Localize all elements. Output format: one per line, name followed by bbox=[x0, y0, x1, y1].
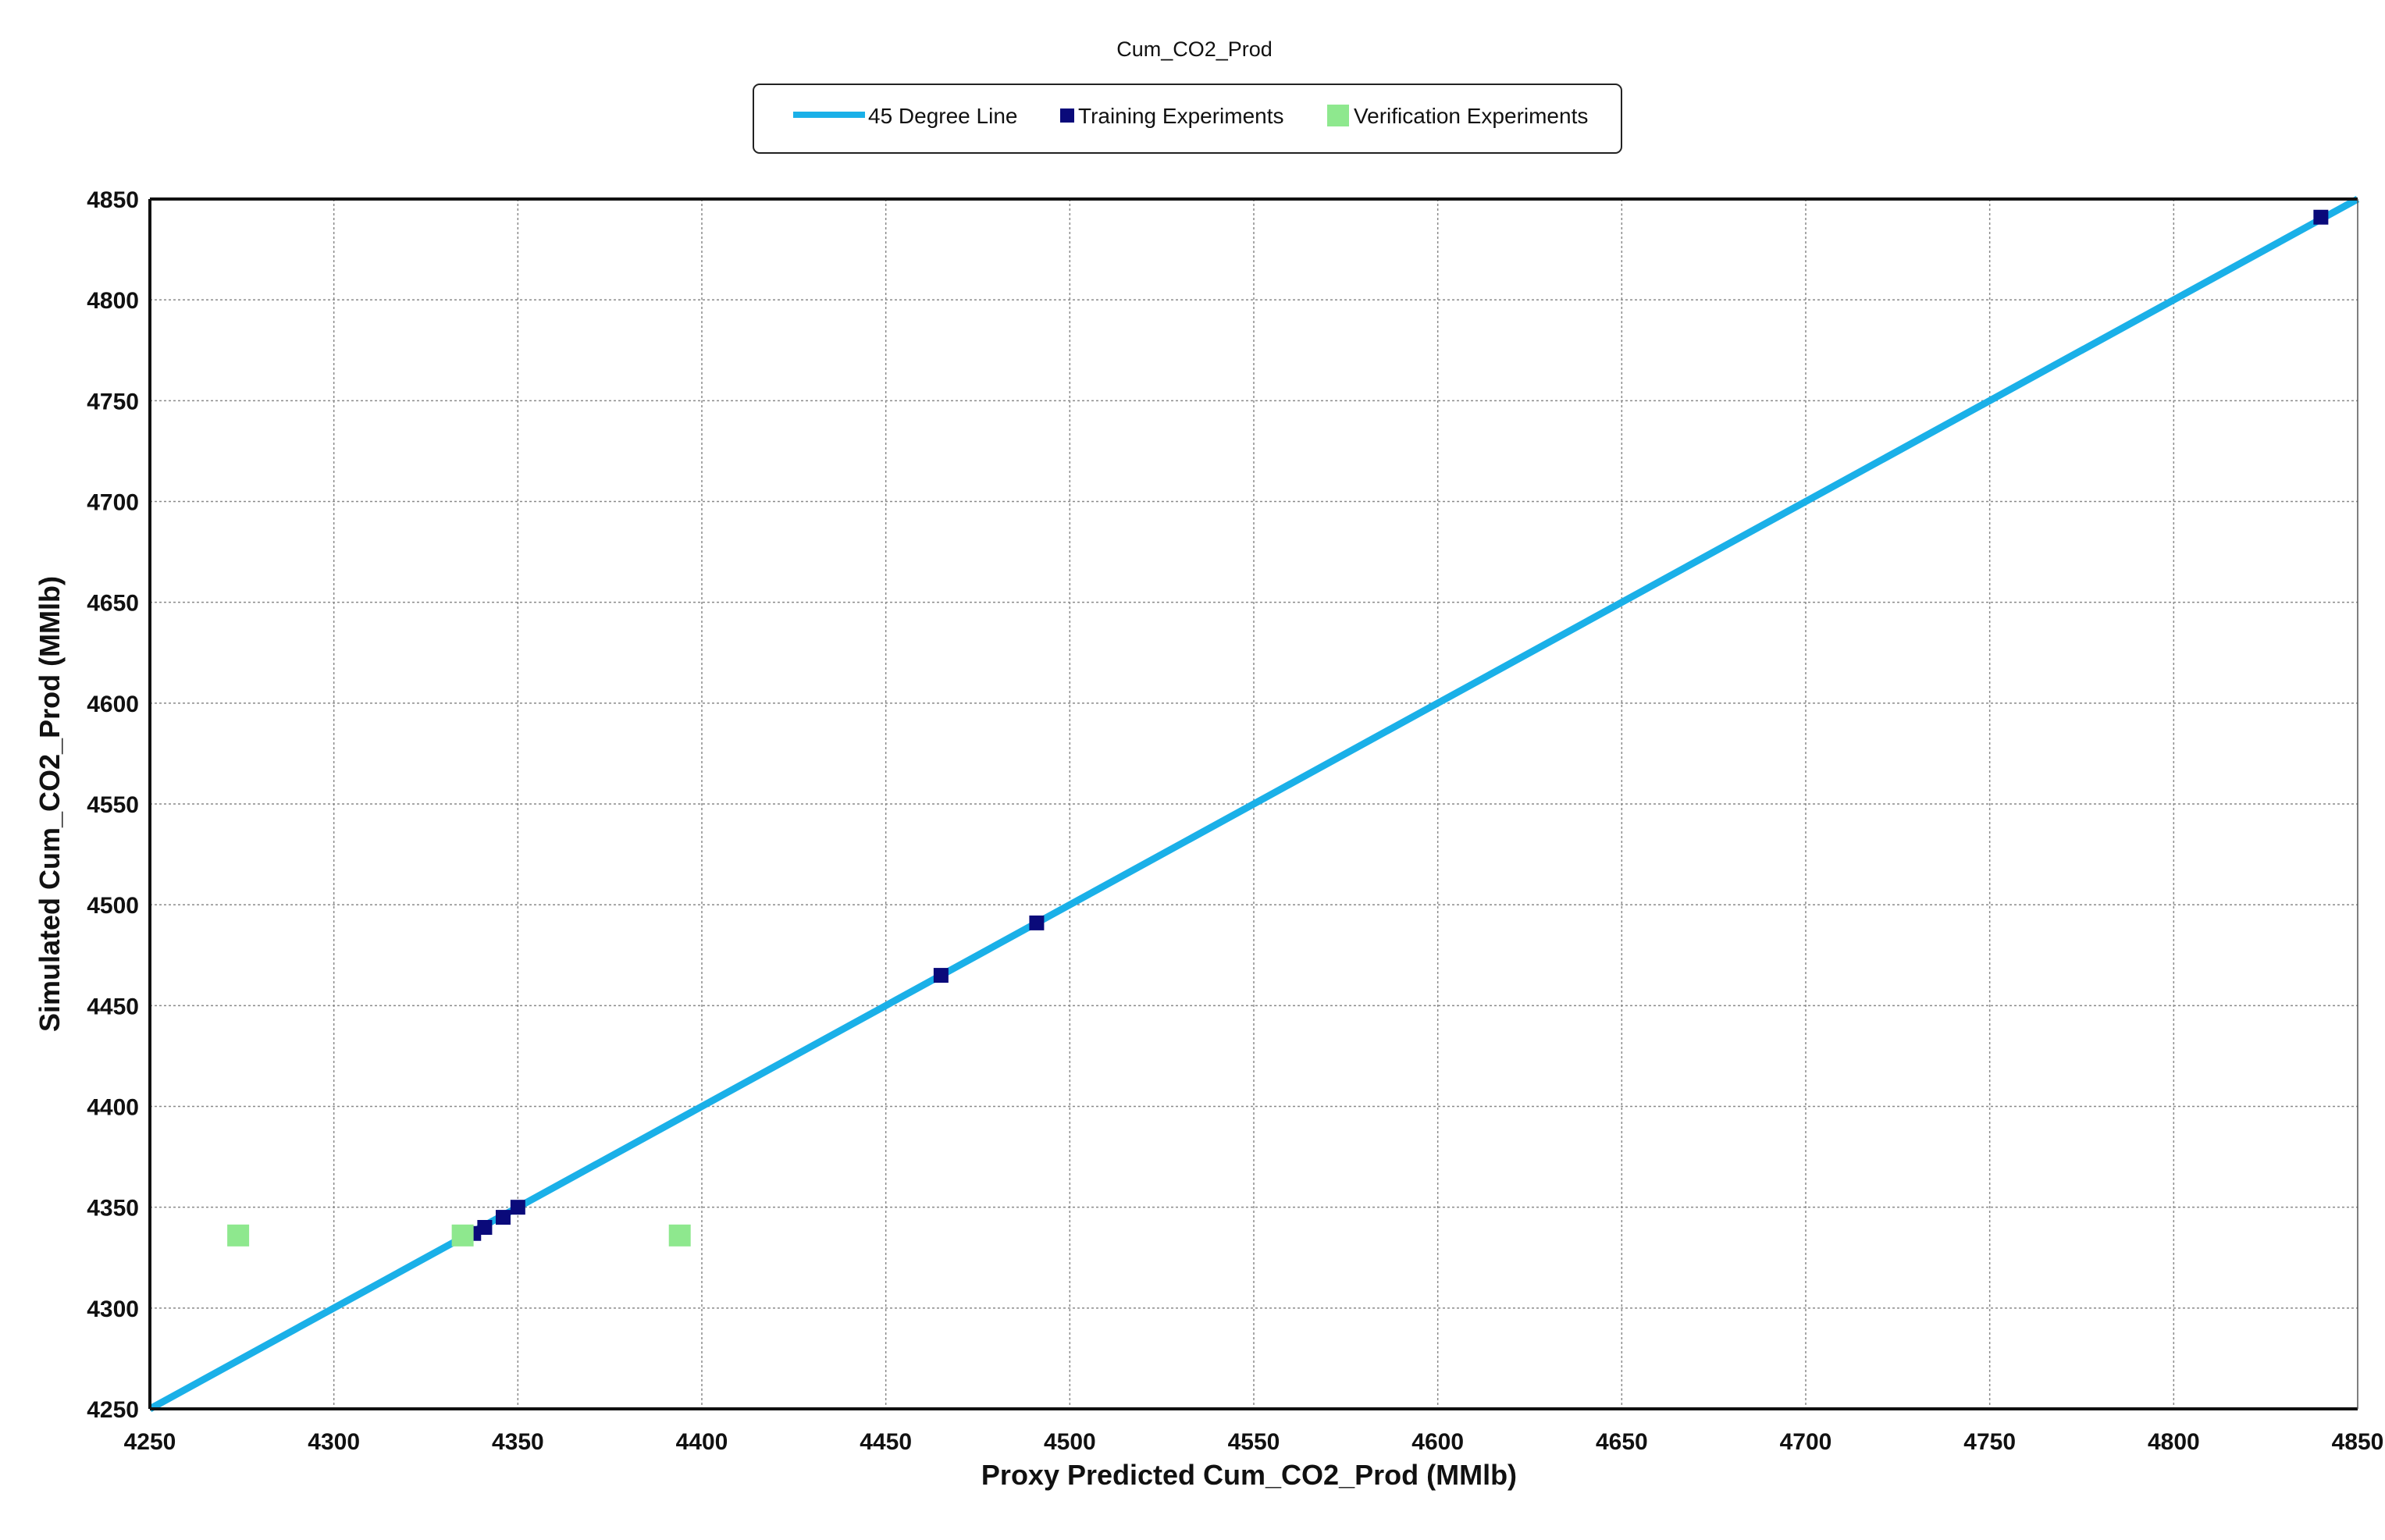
x-tick-label: 4850 bbox=[2332, 1429, 2384, 1455]
x-tick-label: 4250 bbox=[124, 1429, 176, 1455]
y-tick-label: 4800 bbox=[87, 288, 139, 314]
y-tick-label: 4300 bbox=[87, 1296, 139, 1322]
y-axis-ticks: 4250 4300 4350 4400 4450 4500 4550 4600 4650 4700… bbox=[87, 187, 139, 1423]
x-tick-label: 4700 bbox=[1780, 1429, 1832, 1455]
y-tick-label: 4600 bbox=[87, 692, 139, 717]
y-tick-label: 4750 bbox=[87, 389, 139, 414]
training-point bbox=[1029, 915, 1045, 930]
training-point bbox=[933, 968, 949, 983]
chart-title: Cum_CO2_Prod bbox=[1116, 37, 1273, 61]
y-tick-label: 4400 bbox=[87, 1095, 139, 1121]
training-point bbox=[510, 1200, 525, 1215]
axes bbox=[148, 197, 2358, 1410]
legend-box bbox=[753, 84, 1622, 154]
x-tick-label: 4600 bbox=[1411, 1429, 1464, 1455]
x-tick-label: 4500 bbox=[1044, 1429, 1096, 1455]
y-tick-label: 4450 bbox=[87, 994, 139, 1019]
verification-point bbox=[451, 1224, 474, 1247]
y-tick-label: 4550 bbox=[87, 792, 139, 818]
x-tick-label: 4750 bbox=[1963, 1429, 2016, 1455]
x-axis-title: Proxy Predicted Cum_CO2_Prod (MMlb) bbox=[981, 1459, 1517, 1491]
legend: 45 Degree Line Training Experiments Verifi… bbox=[753, 84, 1622, 154]
x-tick-label: 4450 bbox=[860, 1429, 912, 1455]
training-point bbox=[2313, 209, 2329, 225]
y-tick-label: 4700 bbox=[87, 490, 139, 516]
x-tick-label: 4550 bbox=[1228, 1429, 1280, 1455]
legend-swatch-verification bbox=[1327, 105, 1349, 126]
x-tick-label: 4350 bbox=[492, 1429, 544, 1455]
x-axis-ticks: 4250 4300 4350 4400 4450 4500 4550 4600 4650 4700… bbox=[124, 1429, 2384, 1455]
legend-swatch-training bbox=[1060, 108, 1074, 123]
x-tick-label: 4800 bbox=[2148, 1429, 2200, 1455]
training-point bbox=[477, 1220, 493, 1235]
x-tick-label: 4650 bbox=[1596, 1429, 1648, 1455]
legend-label: Verification Experiments bbox=[1354, 104, 1588, 128]
training-point bbox=[495, 1210, 511, 1225]
y-tick-label: 4350 bbox=[87, 1196, 139, 1222]
legend-label: Training Experiments bbox=[1078, 104, 1284, 128]
x-tick-label: 4300 bbox=[308, 1429, 360, 1455]
y-axis-title: Simulated Cum_CO2_Prod (MMlb) bbox=[34, 576, 66, 1032]
y-tick-label: 4250 bbox=[87, 1397, 139, 1423]
verification-point bbox=[227, 1224, 250, 1247]
x-tick-label: 4400 bbox=[676, 1429, 728, 1455]
y-tick-label: 4500 bbox=[87, 893, 139, 919]
y-tick-label: 4650 bbox=[87, 591, 139, 617]
series-layer bbox=[148, 196, 2360, 1412]
legend-label: 45 Degree Line bbox=[868, 104, 1017, 128]
y-tick-label: 4850 bbox=[87, 187, 139, 213]
verification-point bbox=[668, 1224, 691, 1247]
grid bbox=[150, 199, 2358, 1409]
